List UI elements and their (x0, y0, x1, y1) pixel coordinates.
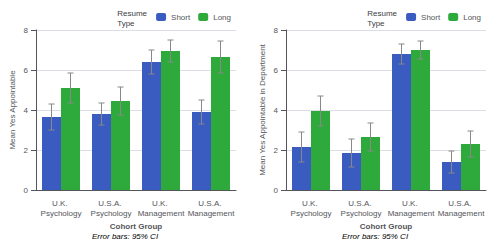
svg-text:Error bars: 95% CI: Error bars: 95% CI (92, 232, 159, 241)
svg-text:Short: Short (171, 13, 191, 22)
svg-text:Psychology: Psychology (291, 209, 332, 218)
svg-text:U.K.: U.K. (152, 199, 170, 208)
svg-text:Cohort Group: Cohort Group (110, 222, 163, 231)
svg-text:4: 4 (274, 106, 279, 115)
svg-text:Management: Management (388, 209, 435, 218)
svg-text:Long: Long (463, 13, 481, 22)
svg-text:Resume: Resume (367, 9, 397, 18)
svg-text:Cohort Group: Cohort Group (360, 222, 413, 231)
svg-text:Management: Management (138, 209, 185, 218)
svg-text:Psychology: Psychology (41, 209, 82, 218)
svg-text:Psychology: Psychology (341, 209, 382, 218)
svg-text:6: 6 (274, 66, 279, 75)
svg-text:2: 2 (274, 146, 279, 155)
svg-text:Mean Yes Appointable: Mean Yes Appointable (8, 70, 17, 150)
svg-text:U.K.: U.K. (52, 199, 70, 208)
svg-text:Psychology: Psychology (91, 209, 132, 218)
svg-text:Short: Short (421, 13, 441, 22)
svg-text:U.S.A.: U.S.A. (348, 199, 373, 208)
svg-text:U.K.: U.K. (402, 199, 420, 208)
svg-text:Type: Type (367, 19, 385, 28)
svg-text:Long: Long (213, 13, 231, 22)
svg-text:U.S.A.: U.S.A. (98, 199, 123, 208)
svg-text:Mean Yes Appointable in Depart: Mean Yes Appointable in Department (258, 43, 267, 175)
svg-text:0: 0 (24, 186, 29, 195)
svg-text:Type: Type (117, 19, 135, 28)
svg-text:Management: Management (188, 209, 235, 218)
svg-text:U.K.: U.K. (302, 199, 320, 208)
svg-text:Error bars: 95% CI: Error bars: 95% CI (342, 232, 409, 241)
svg-text:U.S.A.: U.S.A. (448, 199, 473, 208)
svg-text:8: 8 (274, 26, 279, 35)
svg-text:8: 8 (24, 26, 29, 35)
svg-text:4: 4 (24, 106, 29, 115)
svg-text:Management: Management (438, 209, 485, 218)
svg-text:6: 6 (24, 66, 29, 75)
svg-text:0: 0 (274, 186, 279, 195)
svg-text:U.S.A.: U.S.A. (198, 199, 223, 208)
svg-text:2: 2 (24, 146, 29, 155)
svg-text:Resume: Resume (117, 9, 147, 18)
